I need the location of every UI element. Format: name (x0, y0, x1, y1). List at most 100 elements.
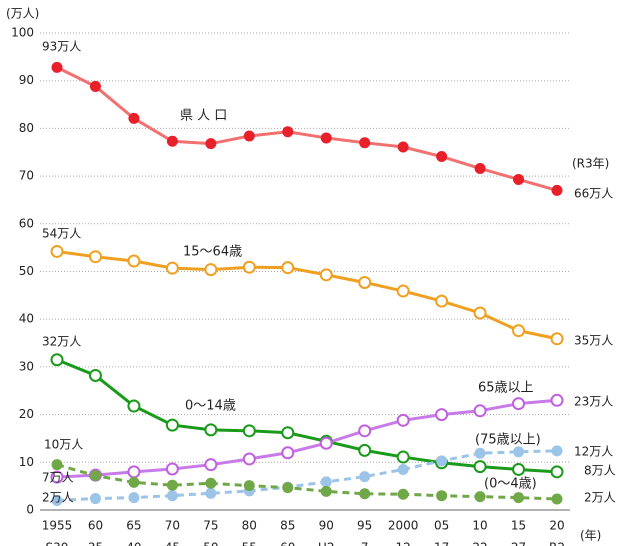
data-point (359, 488, 371, 500)
annotation: 54万人 (42, 227, 81, 241)
data-point (165, 261, 179, 275)
era-label: S30 (46, 541, 69, 546)
data-point (204, 458, 218, 472)
annotation: 2万人 (42, 491, 74, 505)
data-point (243, 130, 255, 142)
era-label: 7 (361, 541, 369, 546)
annotation: 35万人 (574, 334, 613, 348)
data-point (435, 408, 449, 422)
data-point (551, 184, 563, 196)
data-point (204, 423, 218, 437)
y-tick-label: 10 (19, 455, 34, 469)
data-point (205, 477, 217, 489)
data-point (512, 324, 526, 338)
x-tick-label: 1955 (42, 519, 73, 533)
annotation: (R3年) (572, 157, 609, 171)
x-tick-label: 85 (280, 519, 295, 533)
y-tick-label: 80 (19, 121, 34, 135)
y-tick-label: 0 (26, 503, 34, 517)
data-point (397, 488, 409, 500)
data-point (513, 173, 525, 185)
data-point (396, 450, 410, 464)
data-point (242, 452, 256, 466)
era-label: 12 (396, 541, 411, 546)
series-line (56, 249, 558, 341)
series-label: 県 人 口 (180, 109, 227, 124)
data-point (51, 459, 63, 471)
data-point (473, 306, 487, 320)
data-point (242, 260, 256, 274)
data-point (205, 487, 217, 499)
y-tick-label: 100 (11, 26, 34, 40)
data-point (358, 275, 372, 289)
annotation: 23万人 (574, 395, 613, 409)
data-point (281, 446, 295, 460)
annotation: 93万人 (42, 40, 81, 54)
data-point (281, 426, 295, 440)
data-point (282, 482, 294, 494)
y-tick-label: 60 (19, 216, 34, 230)
data-point (243, 480, 255, 492)
x-tick-label: 80 (242, 519, 257, 533)
annotation: 2万人 (584, 491, 616, 505)
x-tick-label: 10 (472, 519, 487, 533)
data-point (128, 492, 140, 504)
data-point (51, 61, 63, 73)
data-point (319, 268, 333, 282)
data-point (88, 368, 102, 382)
series-line (56, 66, 558, 192)
data-point (358, 443, 372, 457)
data-point (50, 470, 64, 484)
data-point (473, 404, 487, 418)
series-label: 15～64歳 (183, 245, 242, 260)
data-point (436, 455, 448, 467)
series-label: (0～4歳) (484, 477, 537, 492)
data-point (473, 460, 487, 474)
y-tick-label: 50 (19, 264, 34, 278)
series-line (56, 463, 558, 501)
x-tick-label: 70 (165, 519, 180, 533)
data-point (50, 244, 64, 258)
data-point (128, 476, 140, 488)
data-point (127, 465, 141, 479)
y-tick-label: 70 (19, 169, 34, 183)
y-tick-label: 20 (19, 407, 34, 421)
data-point (396, 284, 410, 298)
annotation: 12万人 (574, 445, 613, 459)
data-point (88, 250, 102, 264)
data-point (513, 492, 525, 504)
data-point (165, 462, 179, 476)
data-point (435, 294, 449, 308)
series-label: 65歳以上 (478, 381, 534, 396)
data-point (512, 397, 526, 411)
data-point (166, 479, 178, 491)
series-label: 0～14歳 (185, 399, 236, 414)
era-label: 50 (203, 541, 218, 546)
x-tick-label: 15 (511, 519, 526, 533)
annotation: 10万人 (44, 438, 83, 452)
data-point (436, 490, 448, 502)
x-unit: (年) (580, 529, 601, 543)
data-point (320, 476, 332, 488)
annotation: 66万人 (574, 187, 613, 201)
annotation: 7万人 (42, 471, 74, 485)
data-point (320, 485, 332, 497)
y-tick-label: 30 (19, 359, 34, 373)
data-point (50, 353, 64, 367)
data-point (551, 445, 563, 457)
data-point (205, 138, 217, 150)
data-point (320, 132, 332, 144)
annotation: 8万人 (584, 464, 616, 478)
data-point (89, 80, 101, 92)
data-point (282, 126, 294, 138)
series-line (56, 449, 558, 502)
x-tick-label: 65 (126, 519, 141, 533)
era-label: R2 (549, 541, 565, 546)
data-point (397, 463, 409, 475)
era-label: 60 (280, 541, 295, 546)
data-point (128, 112, 140, 124)
data-point (474, 491, 486, 503)
data-point (359, 137, 371, 149)
data-point (204, 263, 218, 277)
